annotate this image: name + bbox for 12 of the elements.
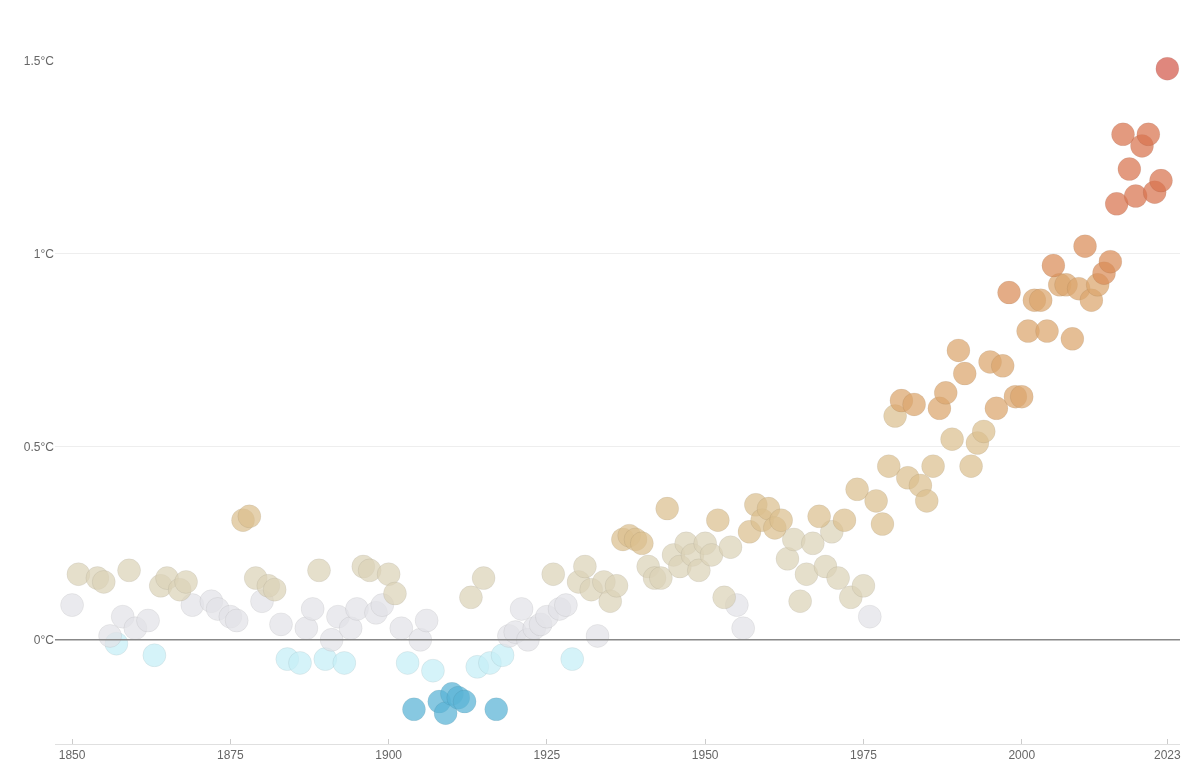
- y-tick-label: 1°C: [33, 247, 55, 262]
- x-tick-label: 1925: [533, 748, 561, 763]
- x-tick-label: 1975: [850, 748, 878, 763]
- x-tick-label: 1850: [58, 748, 86, 763]
- y-tick-label: 0.5°C: [23, 440, 55, 455]
- y-tick-label: 0°C: [33, 633, 55, 648]
- x-tick-label: 2023: [1153, 748, 1182, 763]
- y-tick-label: 1.5°C: [23, 54, 55, 69]
- x-tick-label: 1900: [375, 748, 403, 763]
- x-tick-label: 1875: [217, 748, 245, 763]
- x-tick-label: 2000: [1008, 748, 1036, 763]
- x-tick-label: 1950: [691, 748, 719, 763]
